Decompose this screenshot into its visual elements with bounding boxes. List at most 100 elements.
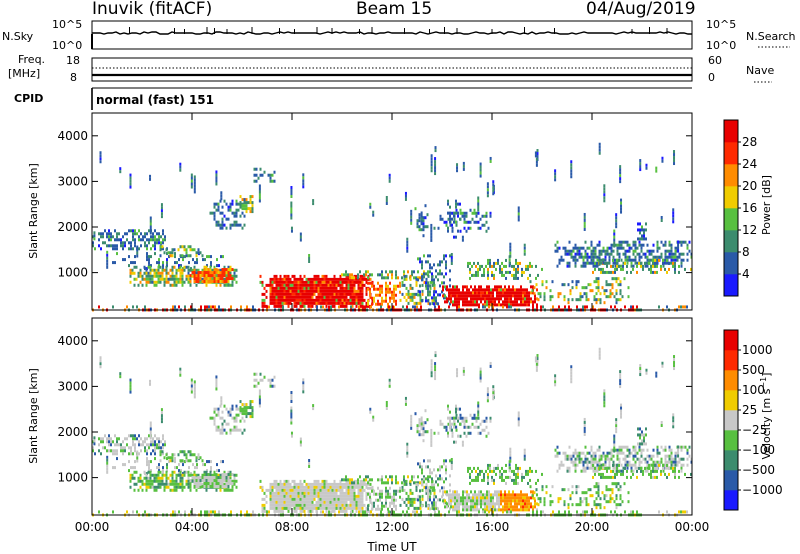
heatmap-cell — [632, 264, 635, 268]
heatmap-cell — [417, 293, 419, 297]
heatmap-cell — [601, 286, 604, 290]
heatmap-cell — [203, 470, 206, 474]
heatmap-cell — [462, 496, 464, 500]
heatmap-cell — [345, 482, 348, 486]
heatmap-cell — [365, 494, 368, 498]
heatmap-cell — [417, 475, 419, 479]
heatmap-cell — [385, 290, 387, 294]
heatmap-cell — [549, 289, 552, 293]
heatmap-cell — [305, 491, 308, 495]
heatmap-cell — [497, 466, 499, 470]
heatmap-cell — [506, 508, 508, 512]
heatmap-cell — [215, 473, 218, 477]
heatmap-cell — [227, 479, 230, 483]
heatmap-cell — [429, 284, 431, 288]
heatmap-cell — [347, 488, 350, 492]
heatmap-cell — [295, 280, 298, 284]
cpid-panel: CPID normal (fast) 151 — [14, 87, 692, 110]
heatmap-cell — [225, 422, 228, 426]
heatmap-cell — [672, 258, 675, 262]
heatmap-cell — [221, 220, 224, 224]
heatmap-cell — [229, 476, 232, 480]
heatmap-cell — [604, 249, 607, 253]
heatmap-cell — [116, 252, 118, 256]
heatmap-cell — [295, 301, 298, 305]
heatmap-cell — [241, 226, 244, 230]
heatmap-cell — [417, 498, 419, 502]
heatmap-cell — [333, 292, 336, 296]
heatmap-cell — [345, 274, 348, 278]
heatmap-cell — [303, 503, 306, 507]
heatmap-cell — [130, 452, 132, 456]
heatmap-cell — [451, 211, 454, 215]
heatmap-cell — [437, 263, 439, 267]
heatmap-cell — [149, 177, 152, 181]
heatmap-cell — [112, 261, 114, 265]
heatmap-cell — [335, 485, 338, 489]
heatmap-cell — [395, 489, 397, 493]
heatmap-cell — [488, 496, 490, 500]
heatmap-cell — [347, 497, 350, 501]
heatmap-cell — [341, 283, 344, 287]
heatmap-cell — [676, 255, 679, 259]
heatmap-cell — [523, 249, 526, 253]
colorbar-tick-label: 16 — [742, 201, 757, 215]
heatmap-cell — [634, 240, 637, 244]
heatmap-cell — [335, 482, 338, 486]
heatmap-cell — [171, 274, 174, 278]
heatmap-cell — [275, 289, 278, 293]
heatmap-cell — [197, 268, 200, 272]
heatmap-cell — [106, 256, 109, 260]
heatmap-cell — [515, 276, 517, 280]
heatmap-cell — [205, 277, 208, 281]
heatmap-cell — [275, 274, 278, 278]
heatmap-cell — [223, 214, 226, 218]
heatmap-cell — [482, 502, 484, 506]
heatmap-cell — [429, 468, 431, 472]
heatmap-cell — [656, 246, 659, 250]
heatmap-cell — [439, 269, 441, 273]
heatmap-cell — [529, 273, 531, 277]
heatmap-cell — [526, 508, 528, 512]
heatmap-cell — [359, 280, 362, 284]
heatmap-cell — [464, 505, 466, 509]
heatmap-cell — [595, 286, 598, 290]
heatmap-cell — [395, 293, 397, 297]
heatmap-cell — [209, 416, 212, 420]
heatmap-cell — [646, 243, 649, 247]
heatmap-cell — [221, 217, 224, 221]
heatmap-cell — [569, 494, 572, 498]
heatmap-cell — [420, 211, 423, 215]
heatmap-cell — [470, 291, 472, 295]
heatmap-cell — [134, 449, 136, 453]
heatmap-cell — [215, 274, 218, 278]
heatmap-cell — [471, 264, 473, 268]
heatmap-cell — [265, 494, 268, 498]
heatmap-cell — [134, 434, 136, 438]
heatmap-cell — [143, 482, 146, 486]
heatmap-cell — [271, 491, 274, 495]
heatmap-cell — [484, 493, 486, 497]
heatmap-cell — [305, 301, 308, 305]
heatmap-cell — [568, 305, 570, 309]
heatmap-cell — [391, 481, 393, 485]
heatmap-cell — [478, 499, 480, 503]
heatmap-cell — [203, 277, 206, 281]
heatmap-cell — [147, 482, 150, 486]
heatmap-cell — [162, 472, 164, 476]
heatmap-cell — [536, 155, 539, 159]
heatmap-cell — [295, 295, 298, 299]
heatmap-cell — [131, 473, 134, 477]
heatmap-cell — [494, 303, 496, 307]
heatmap-cell — [239, 214, 242, 218]
heatmap-cell — [155, 268, 158, 272]
heatmap-cell — [421, 275, 423, 279]
heatmap-cell — [129, 476, 132, 480]
heatmap-cell — [597, 503, 600, 507]
heatmap-cell — [498, 291, 500, 295]
heatmap-cell — [520, 508, 522, 512]
heatmap-cell — [169, 473, 172, 477]
heatmap-cell — [371, 273, 373, 277]
heatmap-cell — [181, 274, 184, 278]
heatmap-cell — [317, 497, 320, 501]
